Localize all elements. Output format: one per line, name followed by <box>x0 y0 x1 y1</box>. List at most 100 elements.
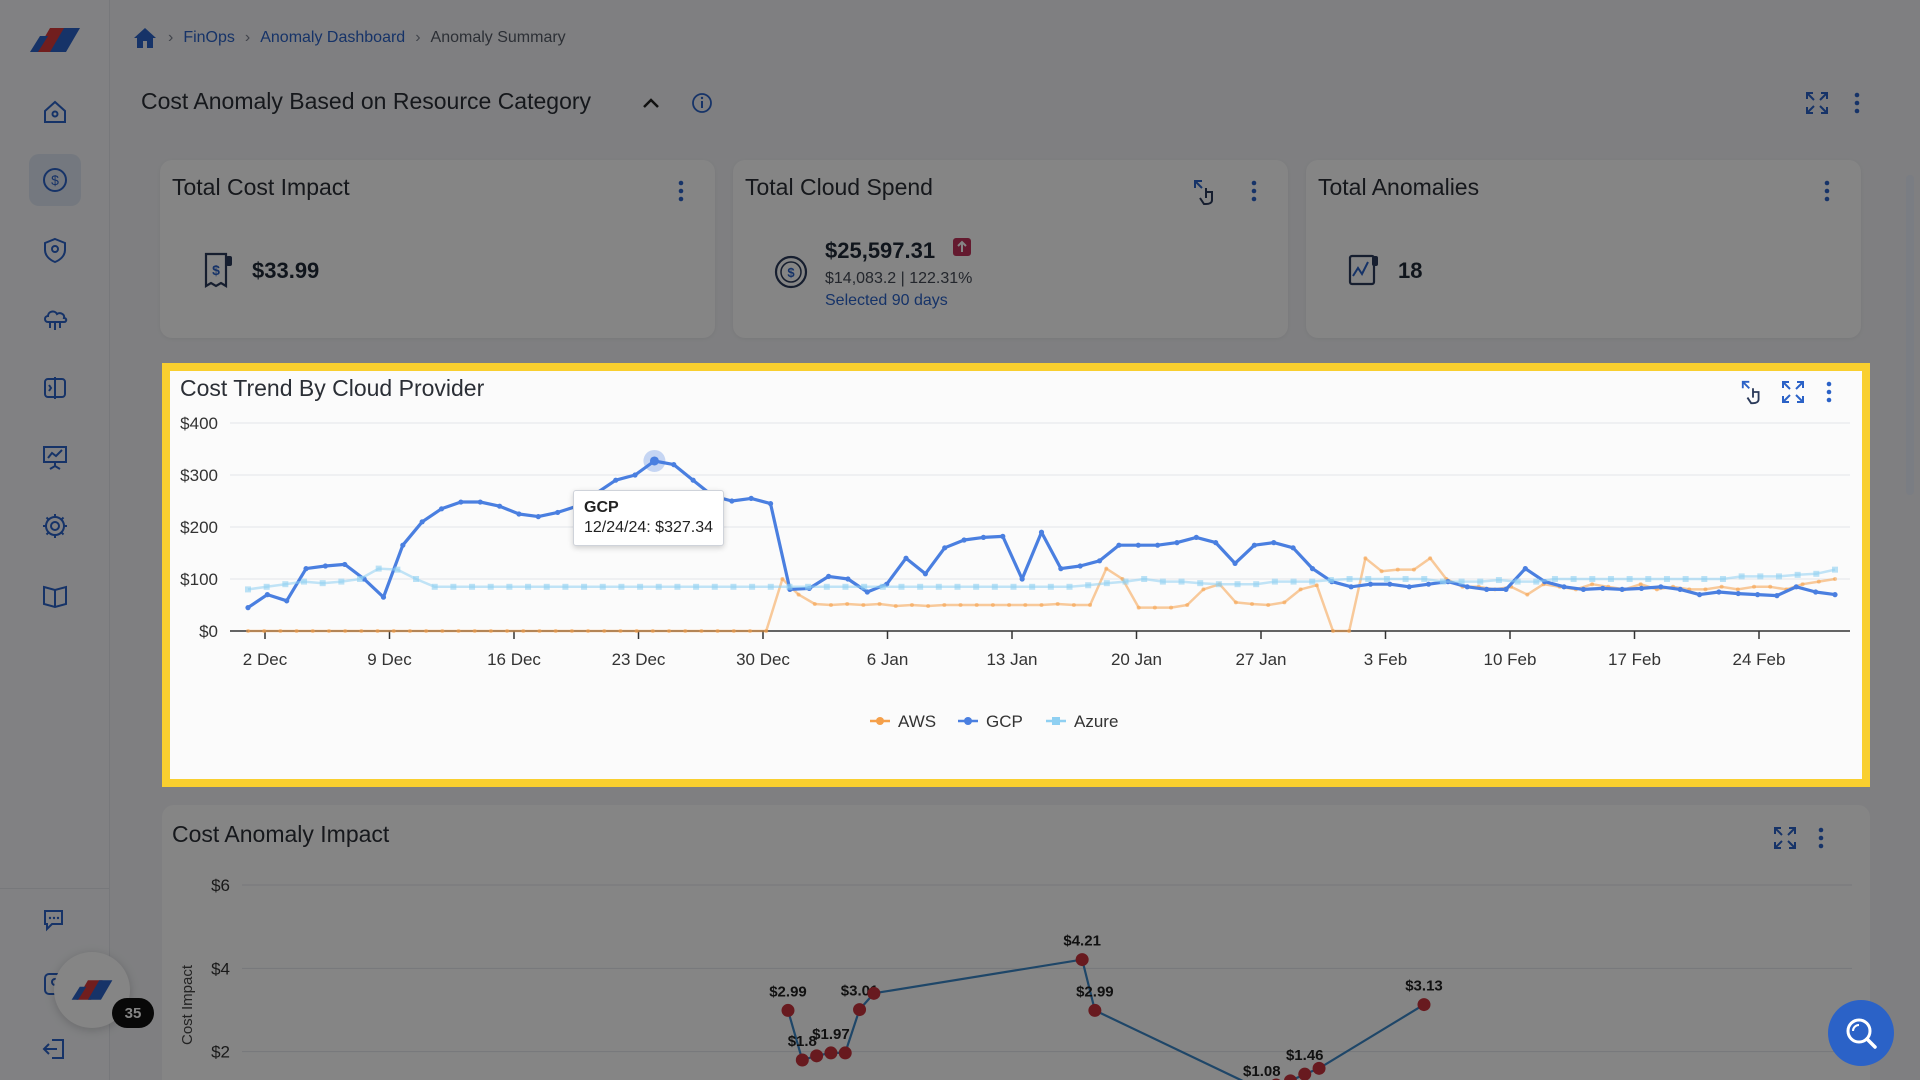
drilldown-pointer-icon[interactable] <box>1192 178 1220 206</box>
data-point-aws <box>1055 601 1060 606</box>
data-point-gcp <box>613 477 619 483</box>
data-point-aws <box>926 604 931 609</box>
data-point-aws <box>294 629 299 633</box>
data-point-azure <box>599 583 606 590</box>
data-point-aws <box>1330 629 1335 633</box>
more-vertical-icon[interactable] <box>1812 825 1830 851</box>
data-point-gcp <box>400 542 406 548</box>
data-point-azure <box>263 583 270 590</box>
data-point-azure <box>1029 583 1036 590</box>
data-point-aws <box>505 629 510 633</box>
anomaly-point <box>1312 1061 1326 1075</box>
data-label: $3.13 <box>1405 978 1443 995</box>
breadcrumb-anomaly-summary: Anomaly Summary <box>430 29 566 46</box>
data-point-gcp <box>903 555 909 561</box>
data-point-azure <box>1775 573 1782 580</box>
data-point-gcp <box>690 477 696 483</box>
security-shield-icon[interactable] <box>36 231 74 269</box>
data-point-gcp <box>1367 581 1374 587</box>
finops-dollar-icon[interactable]: $ <box>29 154 81 206</box>
data-point-gcp <box>1503 586 1509 592</box>
data-point-gcp <box>1580 586 1587 592</box>
data-point-gcp <box>419 519 425 525</box>
data-point-gcp <box>303 566 309 572</box>
expand-icon[interactable] <box>1772 825 1798 851</box>
drilldown-pointer-icon[interactable] <box>1740 379 1766 405</box>
data-point-aws <box>861 603 866 607</box>
expand-icon[interactable] <box>1780 379 1806 405</box>
compare-icon[interactable] <box>36 369 74 407</box>
data-point-azure <box>282 581 289 588</box>
breadcrumb-anomaly-dashboard[interactable]: Anomaly Dashboard <box>260 29 406 46</box>
x-tick-label: 17 Feb <box>1608 650 1661 669</box>
data-point-azure <box>1290 578 1297 585</box>
data-point-aws <box>1752 584 1757 589</box>
data-point-aws <box>326 629 331 633</box>
data-point-gcp <box>1213 540 1219 546</box>
data-point-azure <box>562 583 569 590</box>
data-point-gcp <box>1619 586 1625 592</box>
chat-support-icon[interactable] <box>36 900 74 938</box>
more-vertical-icon[interactable] <box>1819 178 1835 204</box>
data-point-azure <box>1271 578 1278 585</box>
data-point-aws <box>1735 587 1740 592</box>
data-point-aws <box>1266 603 1271 607</box>
data-point-gcp <box>1696 592 1703 598</box>
data-point-aws <box>990 603 995 607</box>
scrollbar-thumb[interactable] <box>1906 175 1914 495</box>
settings-gear-icon[interactable] <box>36 507 74 545</box>
y-tick-label: $300 <box>180 466 218 485</box>
series-line-aws <box>248 556 1836 633</box>
chevron-up-icon[interactable] <box>640 92 662 114</box>
tooltip-value: 12/24/24: $327.34 <box>584 519 714 536</box>
home-breadcrumb-icon[interactable] <box>132 26 158 50</box>
data-point-aws <box>310 629 315 633</box>
data-point-gcp <box>1155 542 1161 548</box>
docs-book-icon[interactable] <box>36 576 74 614</box>
data-point-azure <box>730 583 737 590</box>
breadcrumb-finops[interactable]: FinOps <box>183 29 235 46</box>
period-link[interactable]: Selected 90 days <box>825 292 948 309</box>
breadcrumb-separator: › <box>168 29 174 46</box>
card-title: Total Anomalies <box>1318 174 1480 200</box>
data-point-azure <box>1570 576 1577 582</box>
data-point-aws <box>1363 556 1368 561</box>
cloud-network-icon[interactable] <box>36 300 74 338</box>
data-point-gcp <box>1038 529 1045 535</box>
data-point-gcp <box>1793 584 1799 590</box>
more-vertical-icon[interactable] <box>1848 90 1866 116</box>
home-icon[interactable] <box>36 93 74 131</box>
total-cloud-spend-card: Total Cloud Spend $ $25,597.31 $14,083.2… <box>733 160 1288 338</box>
data-point-azure <box>879 583 886 590</box>
data-point-aws <box>1169 605 1174 610</box>
more-vertical-icon[interactable] <box>1246 178 1262 204</box>
data-point-gcp <box>380 594 387 600</box>
search-fab[interactable] <box>1828 1000 1894 1066</box>
y-tick-label: $200 <box>180 518 218 537</box>
data-point-aws <box>1379 569 1384 574</box>
logout-icon[interactable] <box>36 1030 74 1068</box>
data-point-azure <box>1159 578 1166 585</box>
data-point-gcp <box>458 499 464 505</box>
more-vertical-icon[interactable] <box>673 178 689 204</box>
expand-icon[interactable] <box>1804 90 1830 116</box>
data-point-gcp <box>477 499 483 505</box>
more-vertical-icon[interactable] <box>1820 379 1838 405</box>
cost-trend-chart[interactable]: $0 $100 $200 $300 $400 2 Dec 9 Dec 16 Dec 23 Dec… <box>170 409 1862 779</box>
data-point-gcp <box>1522 566 1528 572</box>
app-logo[interactable] <box>28 22 82 58</box>
card-subvalue: $14,083.2 | 122.31% <box>825 270 973 287</box>
anomaly-chart-icon <box>1348 254 1378 286</box>
data-point-gcp <box>264 592 270 598</box>
data-point-azure <box>469 583 476 590</box>
presentation-chart-icon[interactable] <box>36 438 74 476</box>
data-point-aws <box>602 629 607 633</box>
data-point-azure <box>973 583 980 590</box>
data-point-gcp <box>1271 540 1277 546</box>
info-icon[interactable] <box>690 91 714 115</box>
data-point-azure <box>674 583 681 590</box>
data-point-aws <box>456 629 461 633</box>
data-point-gcp <box>1348 584 1354 590</box>
x-tick-label: 3 Feb <box>1364 650 1407 669</box>
